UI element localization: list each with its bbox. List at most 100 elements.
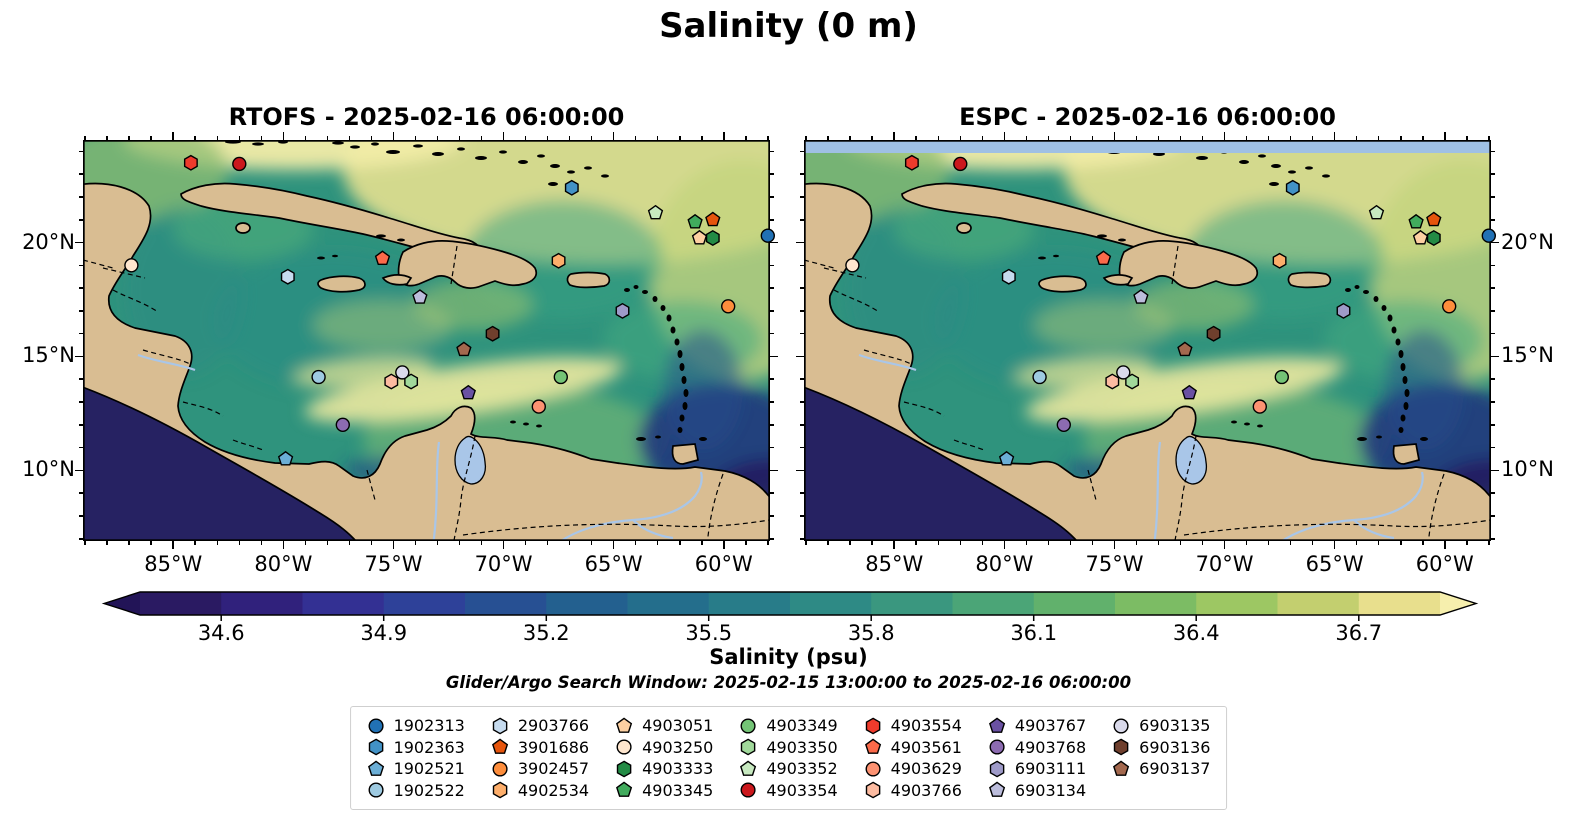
axis-tick [937,136,940,140]
float-marker-3902457 [1442,299,1457,314]
float-marker-4903767 [1181,384,1197,400]
axis-tick [1377,136,1380,140]
axis-tick [1355,136,1358,140]
lon-tick-label: 75°W [364,552,423,576]
legend-column: 4903349 4903350 4903352 4903354 [739,715,838,802]
float-marker-2903766 [1001,268,1016,285]
axis-tick [1491,310,1495,312]
lon-tick-label: 65°W [1305,552,1364,576]
colorbar-segment [546,592,629,615]
axis-tick [800,196,804,198]
axis-tick [770,287,774,289]
axis-tick [915,136,918,140]
legend-float-id: 6903135 [1139,716,1211,736]
colorbar-segment [383,592,466,615]
axis-tick [458,541,461,545]
axis-tick [524,136,527,140]
lat-tick-label: 20°N [1501,229,1554,254]
legend-item-4903354: 4903354 [739,780,838,802]
legend-marker-pentagon-icon [616,717,633,733]
legend-float-id: 4903345 [642,780,714,800]
axis-tick [959,541,962,545]
axis-tick [79,446,83,449]
axis-tick [79,218,83,221]
float-marker-6903136 [1206,325,1221,342]
float-marker-3901686 [705,211,721,227]
legend-float-id: 4903352 [766,759,838,779]
legend-column: 4903767 4903768 6903111 6903134 [988,715,1086,801]
float-marker-1902363 [564,179,579,196]
float-marker-4903333 [705,229,720,247]
legend-item-1902522: 1902522 [367,780,465,802]
legend-float-id: 4903629 [890,759,962,779]
axis-tick [800,492,804,494]
axis-tick [827,136,829,140]
legend-marker-hexagon-icon [368,738,383,756]
float-marker-4903349 [553,369,568,385]
axis-tick [800,287,804,289]
legend-marker-pentagon-icon [988,781,1005,798]
axis-tick [800,150,804,153]
legend-float-id: 4903333 [642,759,714,779]
axis-tick [1267,541,1270,545]
land-hispaniola [1118,240,1259,289]
land-jamaica [1038,275,1087,293]
axis-tick [436,136,439,140]
panel-title-rtofs: RTOFS - 2025-02-16 06:00:00 [228,103,625,131]
axis-tick [796,469,804,472]
legend-float-id: 1902522 [393,780,465,800]
colorbar-tick-label: 35.2 [523,621,570,644]
axis-tick [770,310,774,312]
float-marker-4903051 [1412,229,1429,245]
axis-tick [1047,541,1050,545]
axis-tick [79,264,83,267]
float-marker-4903333 [1426,229,1441,247]
axis-tick [282,132,285,140]
legend-item-4903554: 4903554 [864,715,962,737]
legend-marker-hexagon-icon [492,781,508,799]
country-borders [83,245,770,541]
axis-tick [800,173,804,175]
land-jamaica [317,275,366,293]
axis-tick [981,136,984,140]
axis-tick [79,424,83,426]
axis-tick [744,541,747,545]
legend-item-1902521: 1902521 [367,758,465,780]
axis-tick [800,515,804,517]
axis-tick [1491,332,1495,335]
legend-marker-circle-icon [989,739,1005,755]
axis-tick [1421,541,1424,545]
legend-item-4902534: 4902534 [491,780,589,802]
axis-tick [1179,136,1182,140]
land-trinidad [671,443,699,465]
axis-tick [480,136,483,140]
legend-float-id: 6903136 [1139,737,1211,757]
axis-tick [1135,541,1138,545]
axis-tick [959,136,962,140]
axis-tick [1491,537,1495,540]
legend-item-6903137: 6903137 [1112,758,1210,780]
axis-tick [800,310,804,312]
axis-tick [770,173,774,175]
lat-tick-label: 10°N [1501,457,1554,482]
float-marker-4903352 [647,204,664,220]
float-marker-1902363 [1285,179,1300,196]
float-marker-4903629 [531,399,546,414]
axis-tick [937,541,940,545]
axis-tick [1113,132,1116,140]
axis-tick [79,287,83,289]
legend-float-id: 4903768 [1014,737,1087,757]
colorbar-segment [952,592,1035,615]
legend-item-4903051: 4903051 [615,715,713,737]
axis-tick [1491,515,1495,517]
axis-tick [75,355,83,358]
legend-item-6903135: 6903135 [1112,715,1210,737]
axis-tick [1377,541,1380,545]
legend-item-4903767: 4903767 [988,715,1086,737]
axis-tick [150,541,153,545]
axis-tick [1465,541,1468,545]
axis-tick [79,401,83,403]
axis-tick [800,401,804,403]
axis-tick [1289,541,1292,545]
axis-tick [1289,136,1292,140]
